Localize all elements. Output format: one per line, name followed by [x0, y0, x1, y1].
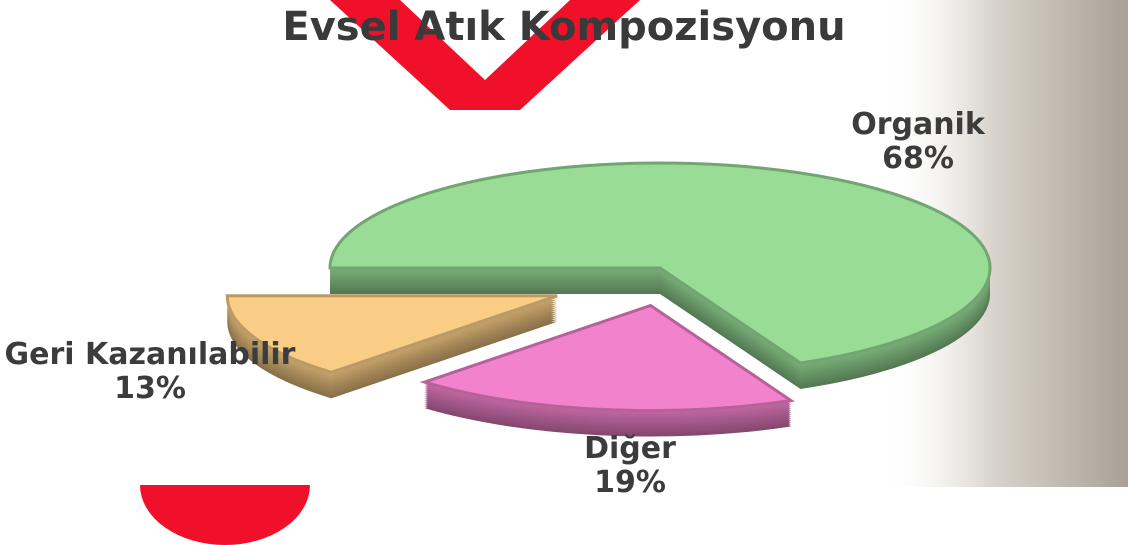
- slice-label: Diğer: [530, 432, 730, 466]
- slice-label: Geri Kazanılabilir: [0, 338, 300, 372]
- chart-title: Evsel Atık Kompozisyonu: [0, 4, 1128, 50]
- slice-value-label: 19%: [530, 466, 730, 500]
- slice-value-label: 13%: [0, 372, 300, 406]
- slice-value-label: 68%: [818, 142, 1018, 176]
- pie: [227, 163, 990, 437]
- slice-label: Organik: [818, 108, 1018, 142]
- watermark-bottom: [140, 485, 310, 545]
- page: Evsel Atık Kompozisyonu (() => { const d…: [0, 0, 1128, 545]
